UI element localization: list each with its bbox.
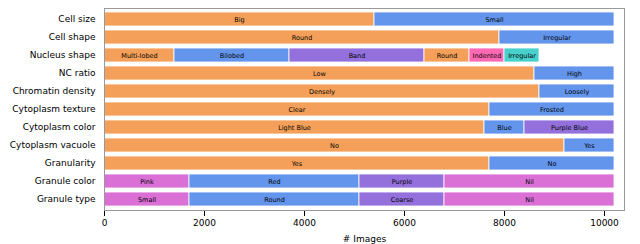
svg-text:Band: Band [349,52,366,60]
svg-text:High: High [567,70,582,78]
svg-text:# Images: # Images [343,234,387,244]
svg-text:Frosted: Frosted [540,106,564,114]
svg-text:Round: Round [264,196,285,204]
svg-text:4000: 4000 [293,218,316,228]
svg-text:Multi-lobed: Multi-lobed [121,52,157,60]
svg-text:Cell shape: Cell shape [49,32,96,42]
svg-text:Nucleus shape: Nucleus shape [30,50,96,60]
svg-text:Bilobed: Bilobed [220,52,244,60]
svg-text:Chromatin density: Chromatin density [13,86,97,96]
svg-text:Irregular: Irregular [508,52,536,60]
svg-text:Cell size: Cell size [58,14,96,24]
svg-text:NC ratio: NC ratio [59,68,96,78]
svg-text:Small: Small [138,196,156,204]
svg-text:No: No [330,142,339,150]
svg-text:Purple Blue: Purple Blue [551,124,588,132]
svg-text:Granule color: Granule color [35,176,96,186]
svg-text:Big: Big [234,16,244,24]
svg-text:Granule type: Granule type [37,194,96,204]
svg-text:Yes: Yes [583,142,595,150]
svg-text:Pink: Pink [140,178,154,186]
svg-text:Irregular: Irregular [543,34,571,42]
svg-text:Granularity: Granularity [45,158,96,168]
svg-text:Red: Red [268,178,280,186]
svg-text:Low: Low [313,70,326,78]
svg-text:Loosely: Loosely [565,88,590,96]
svg-text:Small: Small [485,16,503,24]
svg-text:Blue: Blue [497,124,511,132]
svg-text:Densely: Densely [309,88,335,96]
svg-text:No: No [548,160,557,168]
svg-text:0: 0 [102,218,108,228]
svg-text:Cytoplasm texture: Cytoplasm texture [12,104,96,114]
svg-text:Round: Round [437,52,458,60]
svg-text:Nil: Nil [525,178,534,186]
svg-text:6000: 6000 [393,218,416,228]
svg-text:8000: 8000 [493,218,516,228]
svg-text:2000: 2000 [193,218,216,228]
svg-text:Yes: Yes [291,160,303,168]
svg-text:Light Blue: Light Blue [278,124,311,132]
svg-text:10000: 10000 [590,218,619,228]
svg-text:Cytoplasm vacuole: Cytoplasm vacuole [10,140,96,150]
svg-text:Round: Round [292,34,313,42]
svg-text:Purple: Purple [392,178,413,186]
svg-text:Indented: Indented [473,52,502,60]
svg-text:Coarse: Coarse [391,196,414,204]
svg-text:Cytoplasm color: Cytoplasm color [23,122,96,132]
svg-text:Clear: Clear [289,106,306,114]
svg-text:Nil: Nil [525,196,534,204]
